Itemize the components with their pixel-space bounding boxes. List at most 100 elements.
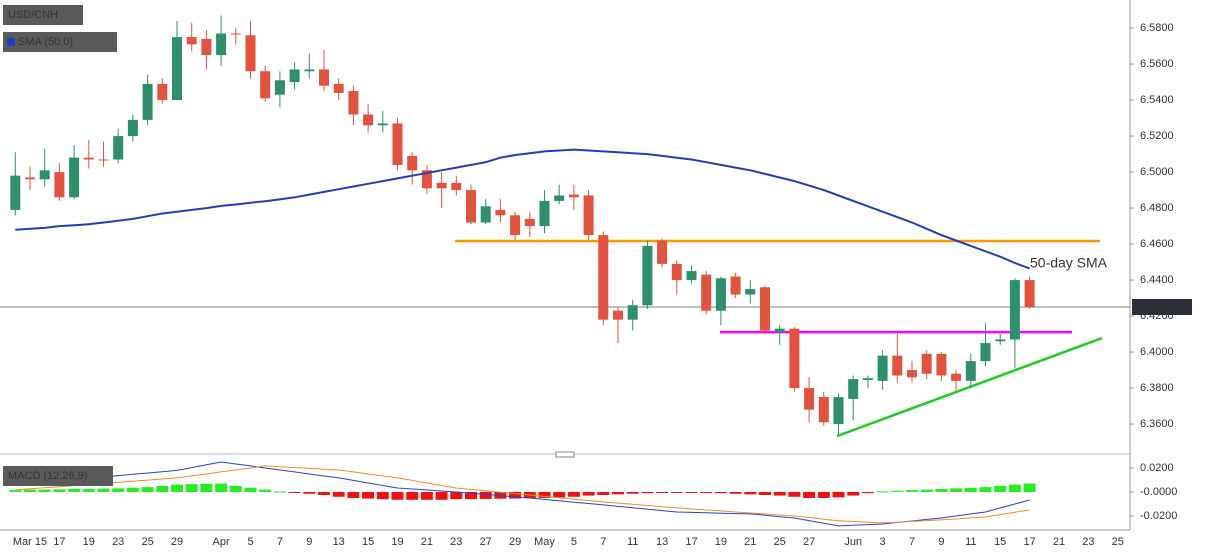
histogram-bar: [259, 489, 272, 492]
candle-body: [216, 33, 227, 56]
y-tick-label: 6.4000: [1140, 346, 1174, 358]
candle-body: [39, 170, 50, 180]
candle-body: [289, 69, 300, 83]
candle-body: [995, 339, 1006, 342]
candle-body: [172, 37, 182, 101]
last-price-box: [1132, 298, 1192, 315]
candle-body: [554, 195, 565, 201]
candle-body: [1009, 280, 1020, 340]
candle-body: [686, 271, 697, 281]
x-tick-label: 27: [480, 536, 492, 548]
candle-body: [848, 379, 859, 399]
candle-body: [83, 157, 94, 160]
y-tick-label: 6.5200: [1140, 130, 1174, 142]
histogram-bar: [685, 491, 698, 493]
panel-handle: [555, 451, 575, 458]
histogram-bar: [1008, 484, 1021, 492]
legend-macd: MACD (12,26,9): [8, 470, 87, 482]
legend-sma: SMA (50,0): [18, 36, 73, 48]
histogram-bar: [729, 491, 742, 494]
histogram-bar: [435, 491, 448, 500]
x-tick-label: 9: [306, 536, 312, 548]
x-tick-label: 25: [141, 536, 153, 548]
x-tick-label: 25: [774, 536, 786, 548]
histogram-bar: [641, 491, 654, 494]
histogram-bar: [612, 491, 624, 495]
histogram-bar: [979, 487, 992, 492]
candle-body: [230, 33, 241, 35]
candle-body: [157, 83, 168, 101]
histogram-bar: [97, 488, 110, 492]
candle-body: [495, 209, 506, 216]
x-tick-label: Apr: [213, 536, 230, 548]
x-tick-label: 11: [965, 536, 976, 548]
y-tick-label: 6.4400: [1140, 274, 1174, 286]
histogram-bar: [906, 490, 918, 492]
histogram-bar: [920, 489, 933, 492]
histogram-bar: [318, 491, 330, 495]
histogram-bar: [964, 487, 977, 492]
legend-title: USD/CNH: [8, 9, 58, 21]
x-tick-label: Jun: [844, 536, 862, 548]
signal-line: [15, 465, 1030, 524]
histogram-bar: [156, 485, 169, 492]
x-tick-label: 21: [1053, 536, 1065, 548]
histogram-bar: [465, 491, 477, 500]
candle-body: [921, 353, 932, 374]
legend-box: [3, 32, 117, 52]
x-tick-label: 15: [362, 536, 374, 548]
y-tick-label: 6.5000: [1140, 166, 1174, 178]
x-tick-label: 3: [880, 536, 886, 548]
candle-body: [10, 175, 21, 210]
candle-body: [436, 182, 447, 189]
histogram-bar: [950, 488, 963, 492]
histogram-bar: [817, 491, 830, 498]
candle-body: [451, 182, 462, 191]
histogram-bar: [935, 488, 948, 492]
candle-body: [627, 305, 638, 320]
macd-line: [15, 461, 1030, 527]
histogram-bar: [626, 491, 639, 494]
x-tick-label: 5: [247, 536, 253, 548]
histogram-bar: [479, 491, 492, 499]
legend-box: [3, 5, 83, 25]
candle-body: [480, 206, 491, 223]
x-tick-label: 15: [994, 536, 1006, 548]
candle-body: [466, 190, 476, 223]
histogram-bar: [332, 491, 345, 497]
y-tick-label: 0.0200: [1140, 462, 1174, 474]
x-tick-label: 19: [715, 536, 727, 548]
candle-body: [539, 200, 550, 227]
histogram-bar: [288, 491, 301, 493]
last-price-label: 6.425050: [1136, 302, 1182, 314]
candle-body: [818, 397, 829, 423]
x-tick-label: 21: [744, 536, 756, 548]
trendline: [836, 336, 1103, 438]
y-tick-label: 6.3600: [1140, 418, 1174, 430]
histogram-bar: [171, 484, 183, 492]
histogram-bar: [420, 491, 433, 500]
candle-body: [671, 263, 682, 281]
histogram-bar: [803, 491, 816, 498]
candle-body: [363, 114, 374, 126]
candle-body: [392, 123, 403, 165]
candle-body: [1024, 280, 1035, 308]
histogram-bar: [141, 487, 154, 492]
annotation: 50-day SMA: [1030, 255, 1108, 271]
candle-body: [127, 119, 138, 137]
histogram-bar: [994, 485, 1007, 492]
candle-body: [833, 397, 844, 425]
histogram-bar: [273, 491, 286, 493]
x-tick-label: 25: [1112, 536, 1124, 548]
histogram-bar: [112, 488, 125, 492]
histogram-bar: [788, 491, 801, 497]
histogram-bar: [303, 491, 316, 494]
candle-body: [951, 373, 962, 381]
candle-body: [186, 37, 197, 45]
histogram-bar: [68, 488, 81, 492]
x-tick-label: 19: [83, 536, 95, 548]
y-tick-label: 6.5600: [1140, 58, 1174, 70]
histogram-bar: [215, 483, 228, 492]
